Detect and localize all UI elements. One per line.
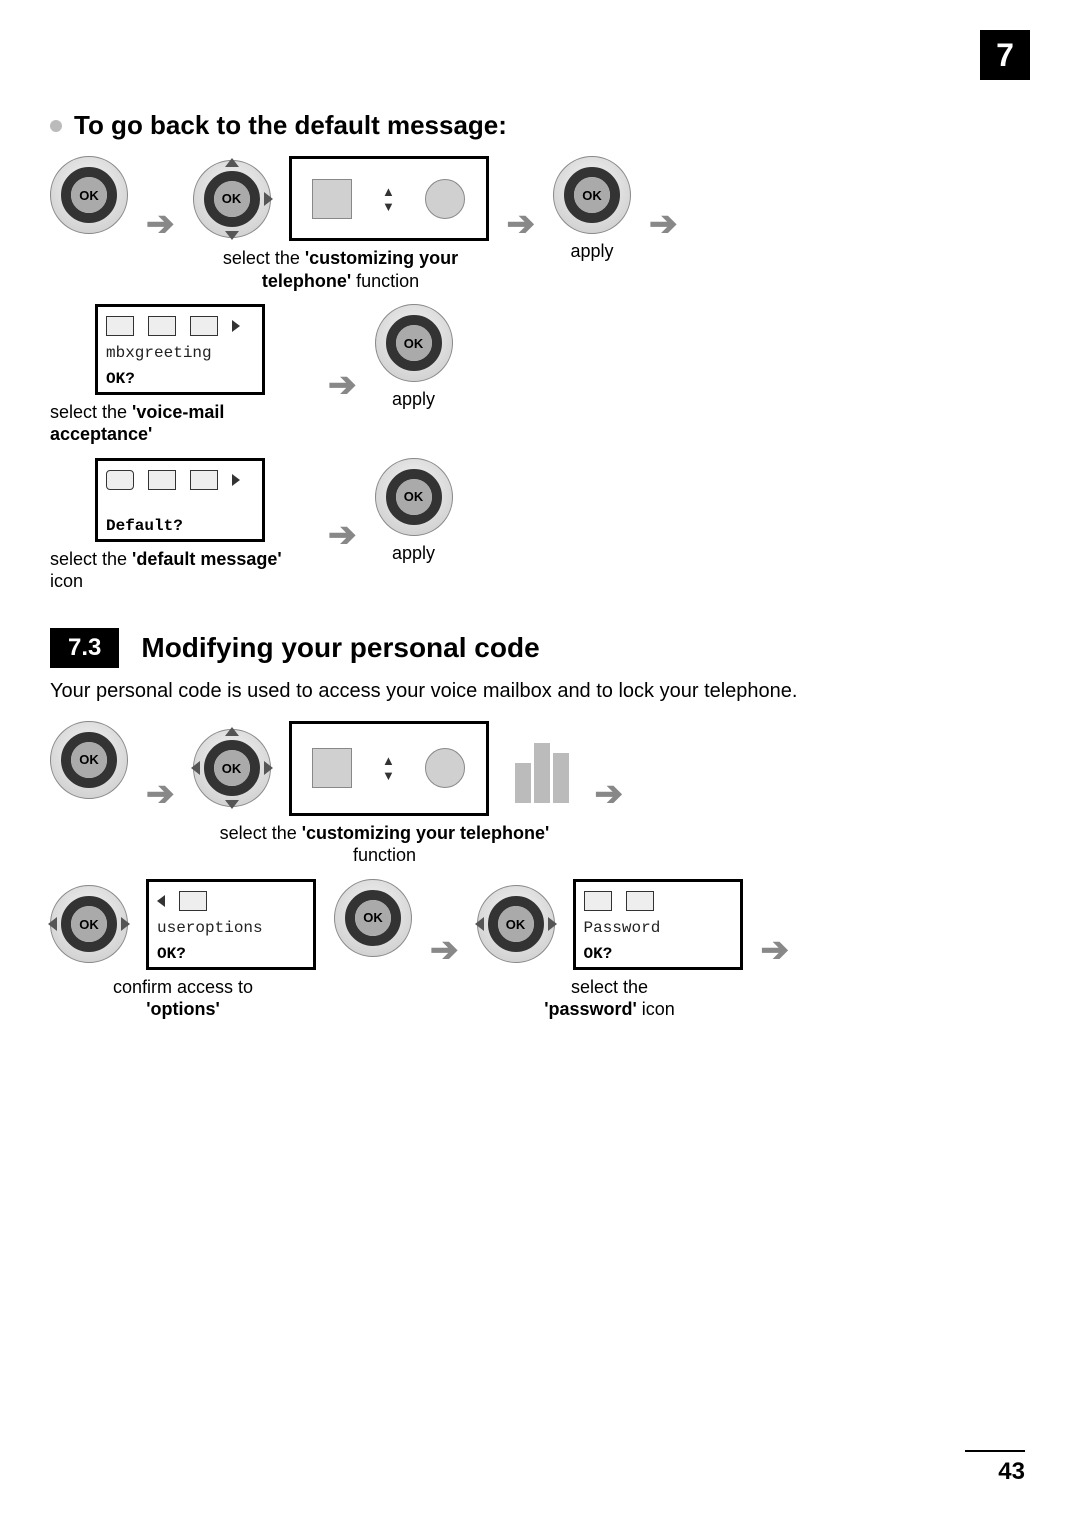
arrow-icon: ➔ <box>328 365 357 405</box>
caption-apply: apply <box>392 542 435 565</box>
screen-password: Password OK? <box>573 879 743 970</box>
caption-customize: select the 'customizing your telephone' … <box>211 247 471 292</box>
screen-text: Password <box>584 918 732 939</box>
screen-default: Default? <box>95 458 265 542</box>
play-icon <box>148 470 176 490</box>
caption-password: select the 'password' icon <box>544 976 675 1021</box>
building-icon <box>507 733 577 803</box>
screen-useroptions: useroptions OK? <box>146 879 316 970</box>
section-b-row1: OK ➔ OK ▲▼ select the <box>50 721 1030 867</box>
msg-icon <box>106 316 134 336</box>
clock-icon <box>425 748 465 788</box>
screen-prompt: OK? <box>584 945 732 963</box>
section-a-title: To go back to the default message: <box>74 110 507 141</box>
section-b-body: Your personal code is used to access you… <box>50 680 1030 703</box>
caption-apply: apply <box>392 388 435 411</box>
updown-icon: ▲▼ <box>382 753 395 783</box>
caret-right-icon <box>232 474 240 486</box>
caption-voicemail: select the 'voice-mail acceptance' <box>50 401 310 446</box>
list-icon <box>190 470 218 490</box>
contacts-icon <box>148 316 176 336</box>
section-a-row2: mbxgreeting OK? select the 'voice-mail a… <box>50 304 1030 446</box>
rec-icon <box>106 470 134 490</box>
screen-prompt: OK? <box>106 370 254 388</box>
menu-screen: ▲▼ <box>289 721 489 816</box>
caption-default-msg: select the 'default message' icon <box>50 548 310 593</box>
caption-customize: select the 'customizing your telephone' … <box>220 822 550 867</box>
section-a-row3: Default? select the 'default message' ic… <box>50 458 1030 593</box>
section-b-heading: 7.3 Modifying your personal code <box>50 628 1030 668</box>
bullet-icon <box>50 120 62 132</box>
ok-nav-button: OK <box>50 885 128 963</box>
section-b-row2: OK useroptions OK? confirm access to 'op… <box>50 879 1030 1021</box>
ok-button: OK <box>50 156 128 234</box>
dial-icon <box>190 316 218 336</box>
arrow-icon: ➔ <box>146 204 175 244</box>
section-title: Modifying your personal code <box>141 632 539 664</box>
text-icon <box>584 891 612 911</box>
section-number: 7.3 <box>50 628 119 668</box>
arrow-icon: ➔ <box>595 774 624 814</box>
ok-nav-button: OK <box>477 885 555 963</box>
phone-icon <box>312 179 352 219</box>
arrow-icon: ➔ <box>649 204 678 244</box>
arrow-icon: ➔ <box>328 515 357 555</box>
updown-icon: ▲▼ <box>382 184 395 214</box>
phone-icon <box>312 748 352 788</box>
ok-button: OK <box>375 304 453 382</box>
screen-mbxgreeting: mbxgreeting OK? <box>95 304 265 395</box>
ok-button: OK <box>375 458 453 536</box>
screen-prompt: Default? <box>106 517 254 535</box>
ok-nav-button: OK <box>193 729 271 807</box>
options-icon <box>179 891 207 911</box>
ok-nav-button: OK <box>193 160 271 238</box>
screen-text: mbxgreeting <box>106 343 254 364</box>
caret-left-icon <box>157 895 165 907</box>
section-a-heading: To go back to the default message: <box>50 110 1030 141</box>
arrow-icon: ➔ <box>761 930 790 970</box>
screen-text: useroptions <box>157 918 305 939</box>
ok-button: OK <box>334 879 412 957</box>
keypad-icon <box>626 891 654 911</box>
caret-right-icon <box>232 320 240 332</box>
section-a-row1: OK ➔ OK ▲▼ select the 'customizing your … <box>50 156 1030 292</box>
clock-icon <box>425 179 465 219</box>
ok-button: OK <box>50 721 128 799</box>
menu-screen: ▲▼ <box>289 156 489 241</box>
caption-apply: apply <box>570 240 613 263</box>
page-number: 43 <box>965 1450 1025 1486</box>
chapter-number: 7 <box>980 30 1030 80</box>
ok-button: OK <box>553 156 631 234</box>
arrow-icon: ➔ <box>146 774 175 814</box>
screen-prompt: OK? <box>157 945 305 963</box>
caption-options: confirm access to 'options' <box>113 976 253 1021</box>
arrow-icon: ➔ <box>507 204 536 244</box>
arrow-icon: ➔ <box>430 930 459 970</box>
